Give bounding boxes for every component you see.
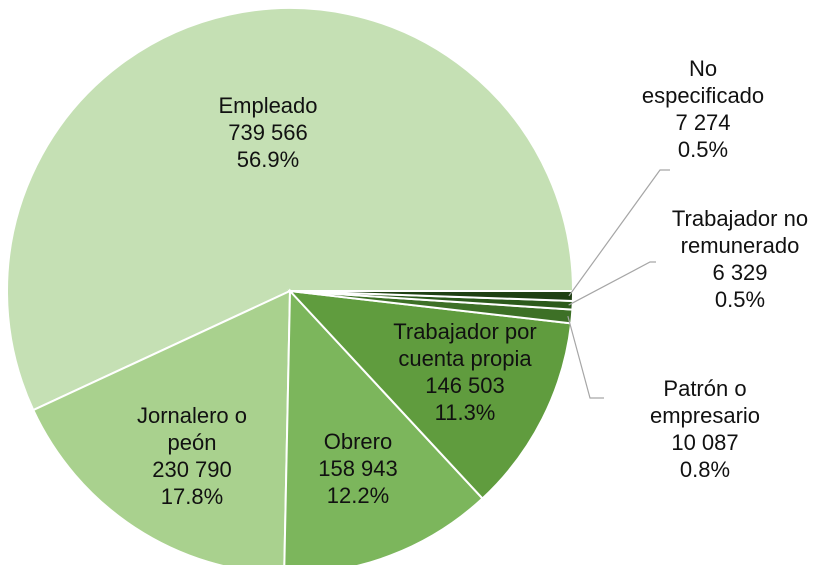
percentage-label: 12.2% bbox=[326, 483, 390, 508]
value-label: 6 329 bbox=[712, 260, 768, 285]
category-label: No especificado bbox=[641, 56, 765, 108]
category-label: Empleado bbox=[218, 93, 318, 118]
slice-label: Obrero 158 943 12.2% bbox=[293, 428, 423, 509]
percentage-label: 11.3% bbox=[434, 400, 496, 425]
slice-label: Trabajador no remunerado 6 329 0.5% bbox=[640, 205, 825, 313]
category-label: Patrón o empresario bbox=[649, 376, 761, 428]
percentage-label: 0.8% bbox=[679, 457, 731, 482]
slice-label: Empleado 739 566 56.9% bbox=[168, 92, 368, 173]
value-label: 146 503 bbox=[425, 373, 505, 398]
leader-line bbox=[568, 169, 670, 297]
category-label: Trabajador por cuenta propia bbox=[393, 319, 537, 371]
value-label: 7 274 bbox=[675, 110, 731, 135]
percentage-label: 0.5% bbox=[714, 287, 766, 312]
category-label: Trabajador no remunerado bbox=[671, 206, 809, 258]
value-label: 10 087 bbox=[671, 430, 739, 455]
percentage-label: 17.8% bbox=[160, 484, 224, 509]
slice-label: No especificado 7 274 0.5% bbox=[628, 55, 778, 163]
percentage-label: 0.5% bbox=[677, 137, 729, 162]
percentage-label: 56.9% bbox=[236, 147, 300, 172]
leader-line bbox=[568, 261, 656, 306]
slice-label: Jornalero o peón 230 790 17.8% bbox=[112, 402, 272, 510]
pie-slice bbox=[6, 7, 575, 412]
pie-slice bbox=[287, 289, 573, 500]
pie-slice bbox=[31, 289, 292, 565]
value-label: 739 566 bbox=[228, 120, 308, 145]
slice-label: Patrón o empresario 10 087 0.8% bbox=[620, 375, 790, 483]
pie-slice bbox=[283, 288, 484, 565]
slice-label: Trabajador por cuenta propia 146 503 11.3% bbox=[365, 318, 565, 426]
category-label: Obrero bbox=[323, 429, 393, 454]
value-label: 158 943 bbox=[318, 456, 398, 481]
leader-line bbox=[567, 315, 604, 399]
category-label: Jornalero o peón bbox=[136, 403, 248, 455]
value-label: 230 790 bbox=[152, 457, 232, 482]
